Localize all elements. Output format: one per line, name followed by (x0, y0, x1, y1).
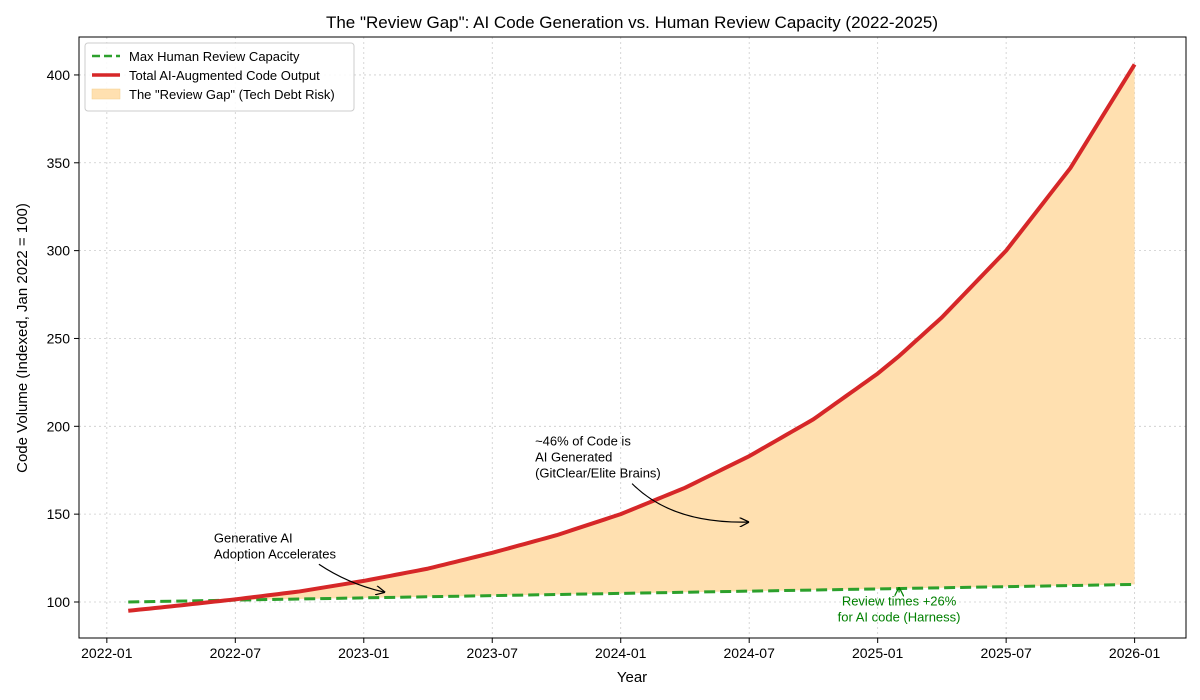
x-tick-label: 2022-01 (81, 645, 133, 661)
annotation-arrow (631, 483, 749, 523)
capacity-line (128, 582, 1135, 604)
y-tick-label: 400 (47, 67, 71, 83)
plot-area (128, 63, 1137, 613)
y-axis-label: Code Volume (Indexed, Jan 2022 = 100) (14, 203, 31, 473)
legend-label-capacity: Max Human Review Capacity (129, 49, 300, 64)
output-line (128, 63, 1137, 613)
x-tick-label: 2025-01 (852, 645, 904, 661)
x-tick-label: 2026-01 (1109, 645, 1161, 661)
x-tick-label: 2025-07 (980, 645, 1032, 661)
y-tick-label: 250 (47, 330, 71, 346)
annotation-line: AI Generated (535, 450, 612, 465)
annotation-line: Adoption Accelerates (214, 546, 337, 561)
annotation-text: ~46% of Code is AI Generated (GitClear/Eli… (535, 434, 661, 481)
legend: Max Human Review Capacity Total AI-Augme… (84, 42, 355, 112)
annotation-line: for AI code (Harness) (838, 609, 961, 624)
review-gap-area (128, 64, 1135, 602)
annotation-line: Generative AI (214, 530, 293, 545)
legend-label-gap: The "Review Gap" (Tech Debt Risk) (129, 87, 335, 102)
legend-frame (84, 42, 355, 112)
annotation-line: ~46% of Code is (535, 434, 631, 449)
annotation-line: Review times +26% (842, 593, 957, 608)
y-tick-label: 200 (47, 418, 71, 434)
y-tick-label: 150 (47, 506, 71, 522)
x-tick-label: 2023-01 (338, 645, 390, 661)
annotation-text: Review times +26% for AI code (Harness) (838, 593, 961, 624)
annotation-line: (GitClear/Elite Brains) (535, 466, 661, 481)
y-tick-label: 100 (47, 594, 71, 610)
y-tick-label: 350 (47, 155, 71, 171)
x-tick-label: 2022-07 (210, 645, 262, 661)
annotation-text: Generative AI Adoption Accelerates (214, 530, 337, 561)
x-tick-label: 2024-07 (724, 645, 776, 661)
chart-title: The "Review Gap": AI Code Generation vs.… (326, 13, 938, 32)
plot-frame (78, 36, 1187, 639)
legend-label-output: Total AI-Augmented Code Output (129, 68, 320, 83)
x-axis-label: Year (617, 669, 647, 686)
y-axis: 100 150 200 250 300 350 400 (47, 67, 79, 610)
legend-swatch-gap (91, 88, 121, 100)
annotation-arrow (318, 563, 385, 592)
x-axis: 2022-01 2022-07 2023-01 2023-07 2024-01 2024-… (81, 638, 1161, 661)
x-tick-label: 2024-01 (595, 645, 647, 661)
x-tick-label: 2023-07 (467, 645, 519, 661)
y-tick-label: 300 (47, 243, 71, 259)
annotations: Generative AI Adoption Accelerates ~46% of… (214, 434, 961, 625)
